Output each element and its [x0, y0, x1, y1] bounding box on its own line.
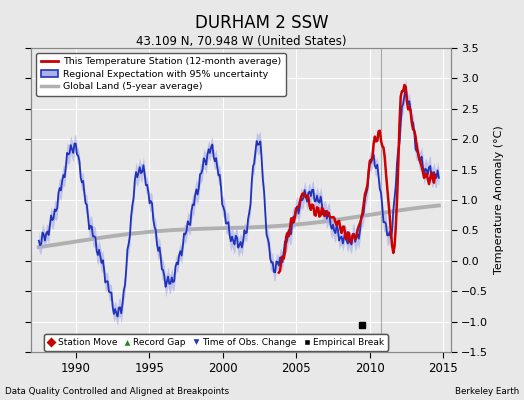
Text: DURHAM 2 SSW: DURHAM 2 SSW: [195, 14, 329, 32]
Text: Data Quality Controlled and Aligned at Breakpoints: Data Quality Controlled and Aligned at B…: [5, 387, 230, 396]
Text: Berkeley Earth: Berkeley Earth: [454, 387, 519, 396]
Legend: Station Move, Record Gap, Time of Obs. Change, Empirical Break: Station Move, Record Gap, Time of Obs. C…: [44, 334, 388, 350]
Y-axis label: Temperature Anomaly (°C): Temperature Anomaly (°C): [494, 126, 504, 274]
Title: 43.109 N, 70.948 W (United States): 43.109 N, 70.948 W (United States): [136, 35, 346, 48]
